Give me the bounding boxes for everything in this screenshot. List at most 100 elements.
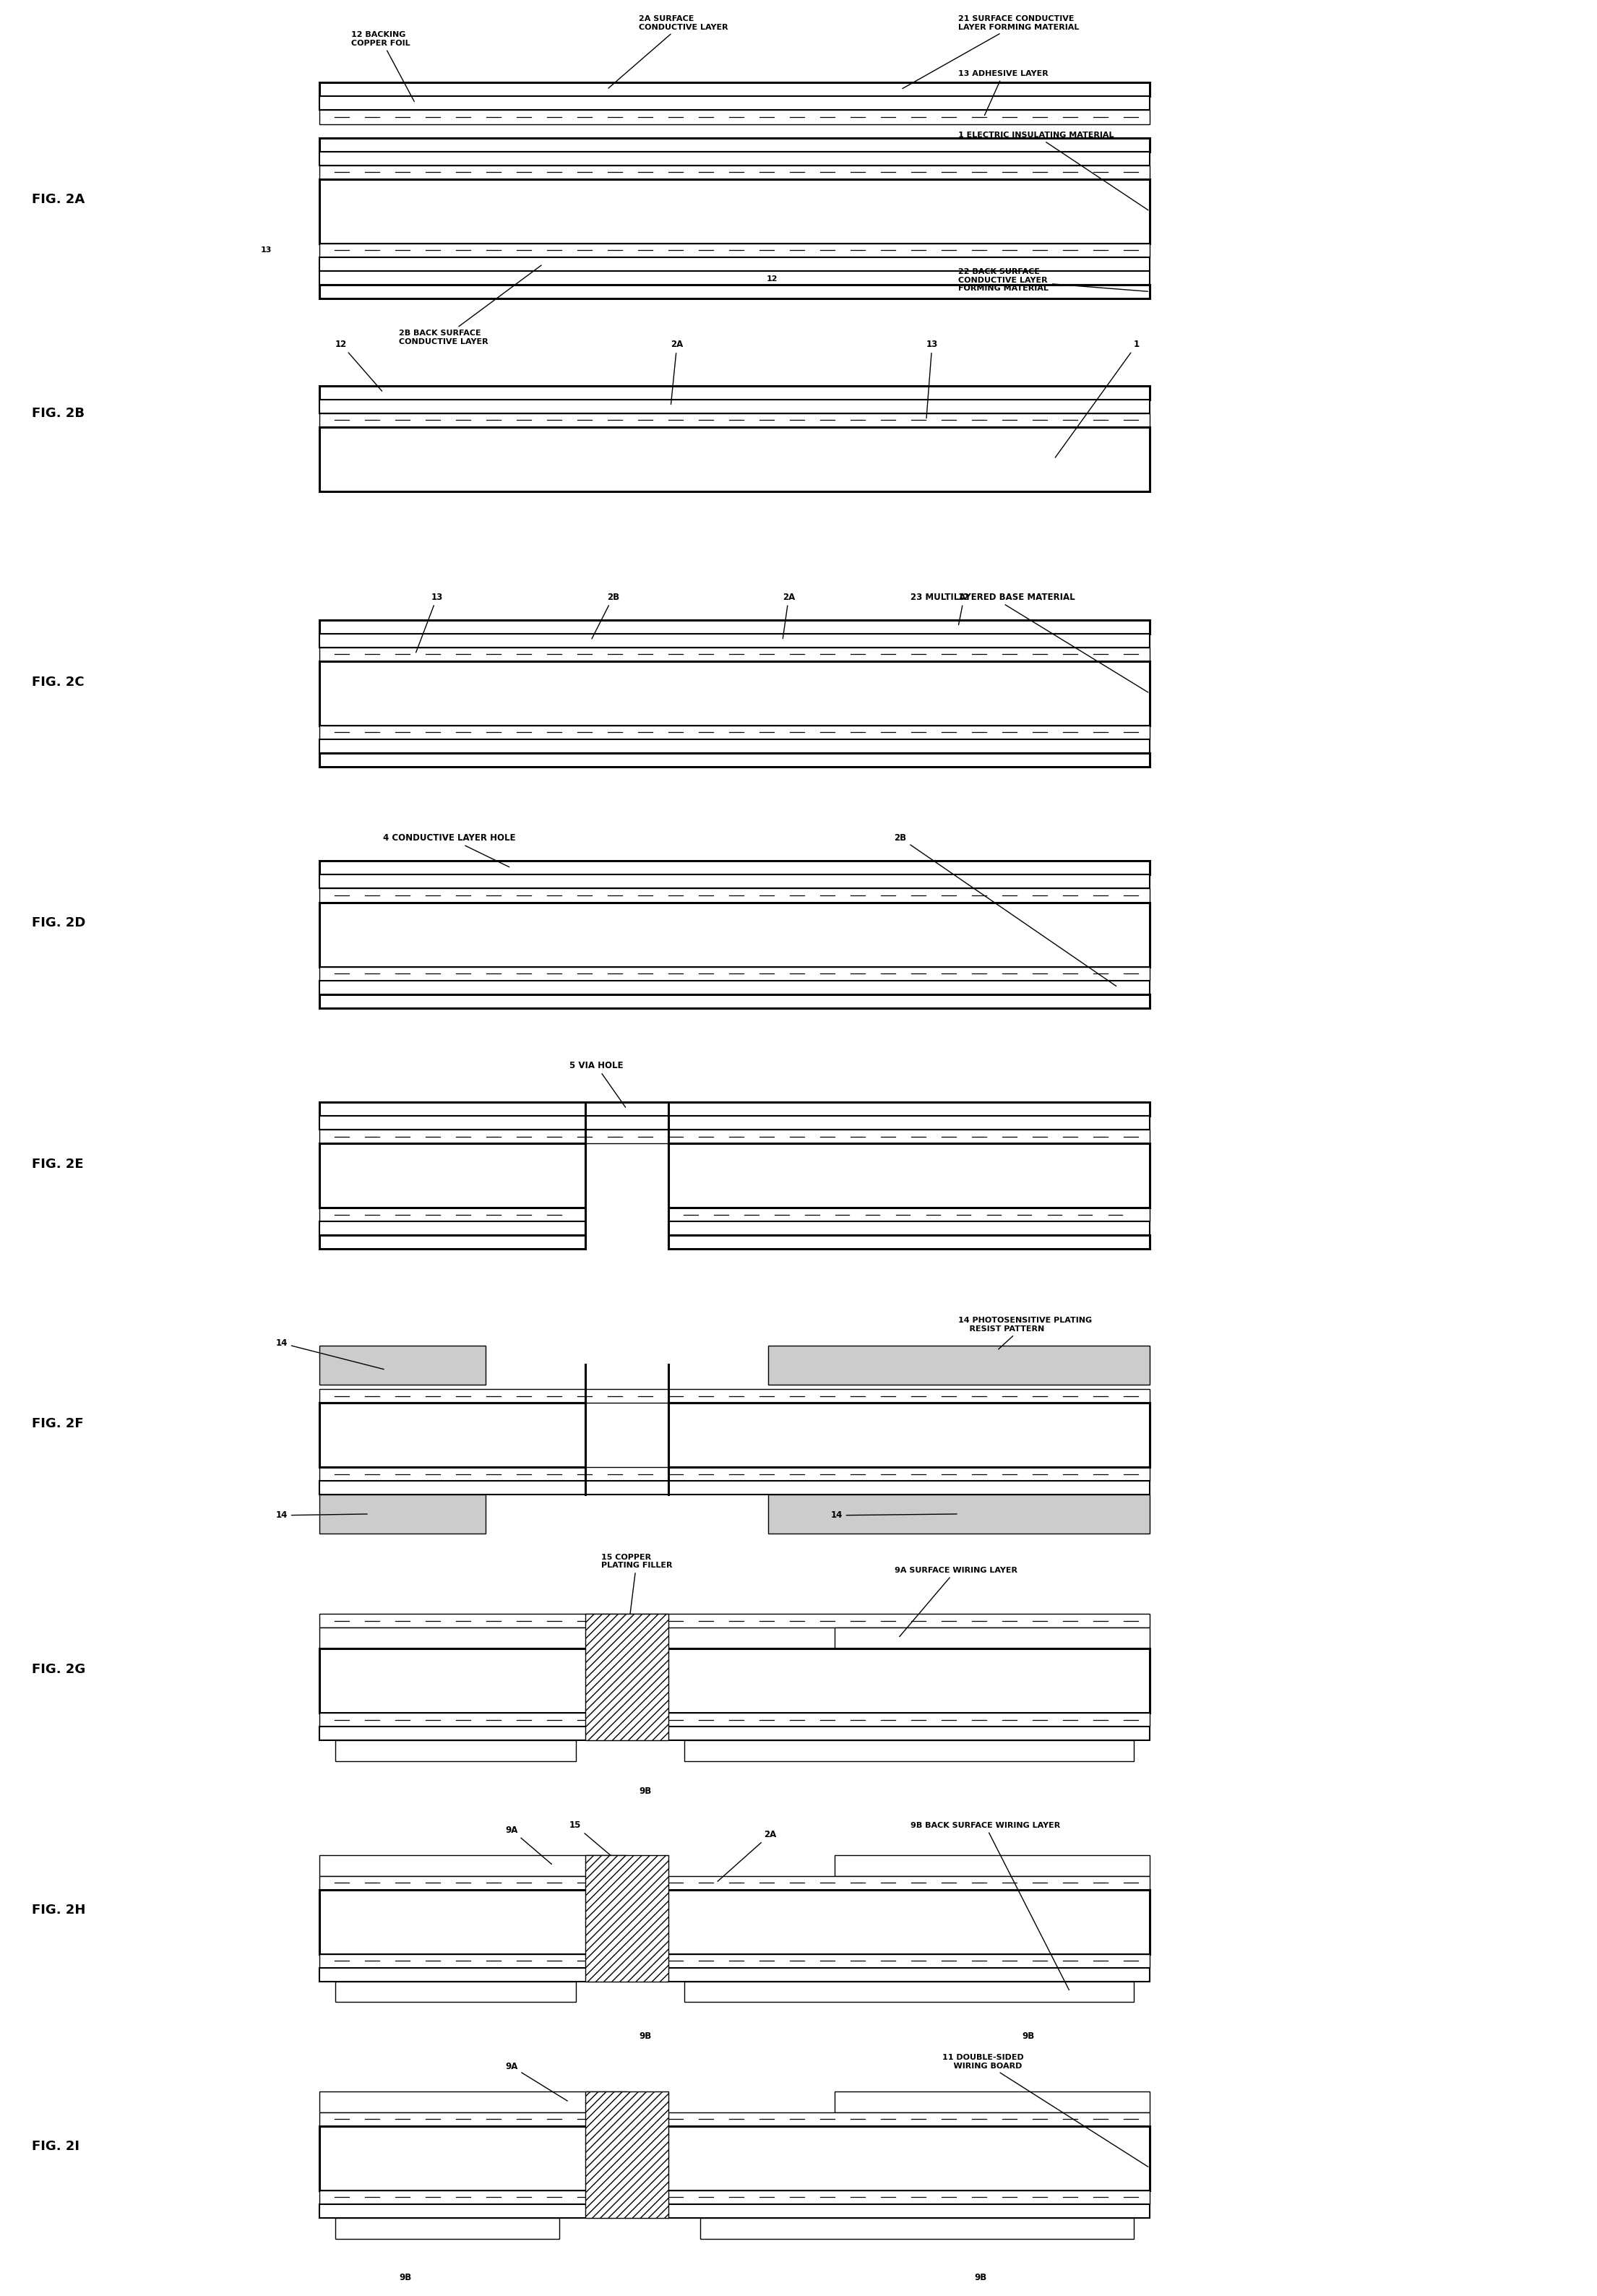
Bar [319,1143,585,1208]
Text: 2B BACK SURFACE
CONDUCTIVE LAYER: 2B BACK SURFACE CONDUCTIVE LAYER [399,266,541,344]
Bar [319,1389,1150,1403]
Bar [319,271,1150,285]
Bar [319,902,1150,967]
Bar [319,967,1150,980]
Bar [319,179,1150,243]
Text: 9B BACK SURFACE WIRING LAYER: 9B BACK SURFACE WIRING LAYER [910,1821,1068,1991]
Bar [585,2092,668,2218]
Text: 13: 13 [415,592,442,652]
Text: FIG. 2D: FIG. 2D [32,916,86,930]
Bar [319,661,1150,726]
Bar [319,1614,1150,1628]
Bar [319,1855,626,1876]
Text: 12: 12 [958,592,969,625]
Text: FIG. 2E: FIG. 2E [32,1157,83,1171]
Text: 9B: 9B [1022,2032,1035,2041]
Text: 1 ELECTRIC INSULATING MATERIAL: 1 ELECTRIC INSULATING MATERIAL [958,131,1148,211]
Bar [319,1495,485,1534]
Text: 21 SURFACE CONDUCTIVE
LAYER FORMING MATERIAL: 21 SURFACE CONDUCTIVE LAYER FORMING MATE… [902,16,1080,90]
Bar [319,96,1150,110]
Text: 9A: 9A [505,2062,567,2101]
Bar [319,1403,585,1467]
Bar [319,889,1150,902]
Text: 14: 14 [276,1511,367,1520]
Text: FIG. 2H: FIG. 2H [32,1903,86,1917]
Text: 4 CONDUCTIVE LAYER HOLE: 4 CONDUCTIVE LAYER HOLE [383,833,516,868]
Bar [319,1130,1150,1143]
Text: 12 BACKING
COPPER FOIL: 12 BACKING COPPER FOIL [351,32,414,101]
Bar [319,83,1150,96]
Bar [319,1467,1150,1481]
Bar [319,138,1150,152]
Bar [668,1208,1150,1221]
Text: 12: 12 [767,276,778,282]
Bar [319,2190,1150,2204]
Text: 9A SURFACE WIRING LAYER: 9A SURFACE WIRING LAYER [894,1566,1017,1637]
Text: 15: 15 [569,1821,624,1867]
Text: 12: 12 [335,340,382,390]
Text: 2A: 2A [671,340,684,404]
Bar [668,1235,1150,1249]
Bar [319,2112,1150,2126]
Text: 9A: 9A [505,1825,551,1864]
Bar [319,726,1150,739]
Bar [319,875,1150,889]
Text: 9B: 9B [639,1786,652,1795]
Bar [319,400,1150,413]
Bar [335,2218,559,2239]
Bar [585,1855,668,1981]
Text: FIG. 2B: FIG. 2B [32,406,85,420]
Bar [319,1102,1150,1116]
Bar [319,1890,1150,1954]
Text: 9B: 9B [639,2032,652,2041]
Text: 5 VIA HOLE: 5 VIA HOLE [569,1061,626,1107]
Bar [319,413,1150,427]
Bar [768,1345,1150,1384]
Text: 14 PHOTOSENSITIVE PLATING
    RESIST PATTERN: 14 PHOTOSENSITIVE PLATING RESIST PATTERN [958,1318,1092,1350]
Text: 13 ADHESIVE LAYER: 13 ADHESIVE LAYER [958,69,1048,115]
Bar [319,2126,1150,2190]
Text: FIG. 2I: FIG. 2I [32,2140,80,2154]
Bar [319,1628,626,1649]
Bar [319,980,1150,994]
Text: FIG. 2C: FIG. 2C [32,675,85,689]
Bar [319,285,1150,298]
Bar [319,165,1150,179]
Bar [768,1495,1150,1534]
Bar [319,2092,626,2112]
Bar [834,2092,1150,2112]
Bar [834,1855,1150,1876]
Text: FIG. 2A: FIG. 2A [32,193,85,207]
Bar [319,861,1150,875]
Bar [319,1116,1150,1130]
Text: 1: 1 [1056,340,1140,457]
Text: 2A: 2A [717,1830,776,1880]
Bar [319,1968,1150,1981]
Bar [319,620,1150,634]
Bar [585,1614,668,1740]
Bar [319,994,1150,1008]
Bar [319,739,1150,753]
Bar [335,1981,577,2002]
Bar [319,1713,1150,1727]
Bar [319,1221,585,1235]
Text: 14: 14 [276,1339,383,1368]
Bar [834,1628,1150,1649]
Bar [319,1345,485,1384]
Bar [684,1981,1134,2002]
Bar [319,1481,1150,1495]
Bar [335,1740,577,1761]
Text: 11 DOUBLE-SIDED
    WIRING BOARD: 11 DOUBLE-SIDED WIRING BOARD [942,2055,1148,2167]
Bar [319,427,1150,491]
Bar [319,257,1150,271]
Text: 2B: 2B [592,592,620,638]
Bar [319,634,1150,647]
Bar [319,1649,1150,1713]
Text: 9B: 9B [399,2273,412,2282]
Text: 14: 14 [830,1511,957,1520]
Bar [319,1208,585,1221]
Text: 15 COPPER
PLATING FILLER: 15 COPPER PLATING FILLER [600,1554,672,1639]
Text: 22 BACK SURFACE
CONDUCTIVE LAYER
FORMING MATERIAL: 22 BACK SURFACE CONDUCTIVE LAYER FORMING… [958,269,1148,292]
Bar [319,753,1150,767]
Bar [319,2204,1150,2218]
